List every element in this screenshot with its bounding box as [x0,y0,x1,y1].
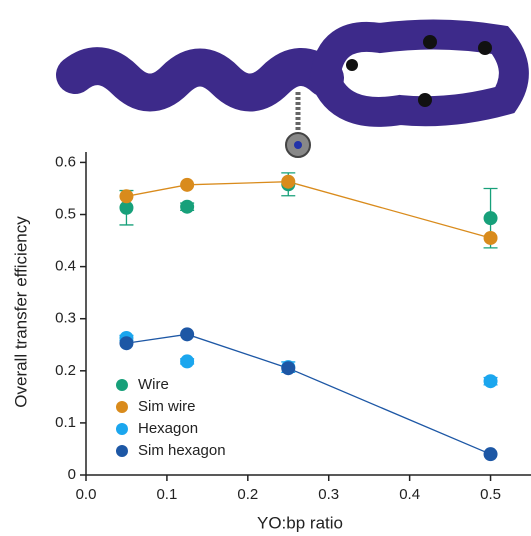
y-tick-label: 0.4 [55,258,76,275]
data-point [281,174,296,189]
x-tick-label: 0.0 [76,486,97,503]
molecule-illustration [56,19,529,158]
legend-label: Sim wire [138,398,196,415]
legend-label: Hexagon [138,420,198,437]
data-point [180,327,195,342]
data-point [483,447,498,462]
x-tick-label: 0.2 [237,486,258,503]
x-tick-label: 0.1 [156,486,177,503]
data-point [483,230,498,245]
x-tick-label: 0.3 [318,486,339,503]
data-point [281,361,296,376]
legend-label: Sim hexagon [138,442,226,459]
crossover [423,35,437,49]
data-point [180,199,195,214]
x-axis-label: YO:bp ratio [257,513,343,532]
data-point [483,211,498,226]
dna-loop [309,19,529,127]
y-tick-label: 0 [68,466,76,483]
dye-core [294,141,302,149]
crossover [346,59,358,71]
legend-marker [116,379,128,391]
series-line [126,181,491,239]
data-point [119,200,134,215]
x-tick-label: 0.5 [480,486,501,503]
crossover [418,93,432,107]
y-tick-label: 0.5 [55,205,76,222]
data-point [119,336,134,351]
crossover [478,41,492,55]
y-tick-label: 0.3 [55,310,76,327]
data-point [180,177,195,192]
legend-marker [116,445,128,457]
legend-marker [116,401,128,413]
y-tick-label: 0.6 [55,153,76,170]
y-tick-label: 0.2 [55,362,76,379]
data-point [483,374,498,389]
data-point [119,189,134,204]
dna-helix [56,47,344,112]
legend-label: Wire [138,376,169,393]
x-tick-label: 0.4 [399,486,420,503]
y-tick-label: 0.1 [55,414,76,431]
y-axis-label: Overall transfer efficiency [11,216,30,408]
legend-marker [116,423,128,435]
data-point [180,354,195,369]
series-line [126,333,491,455]
